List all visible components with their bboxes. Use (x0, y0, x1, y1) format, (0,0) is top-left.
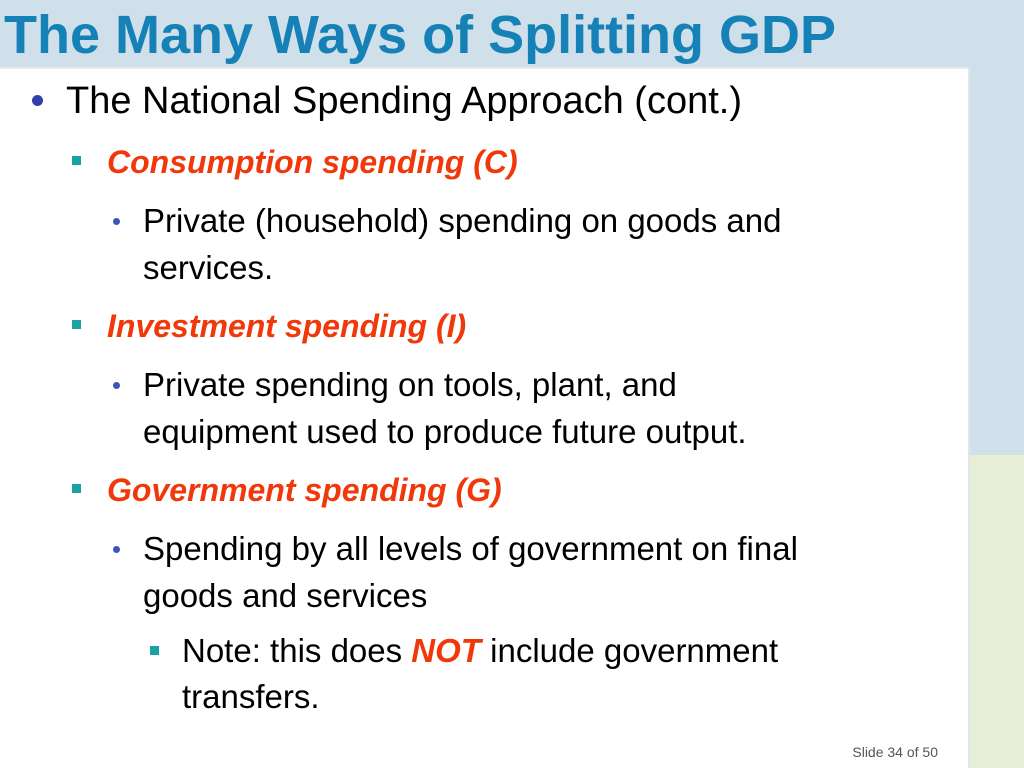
bullet-icon (113, 218, 120, 225)
item-text-line: services. (143, 249, 274, 286)
item-text-line: goods and services (143, 577, 428, 614)
item-label-government: Government spending (G) (107, 472, 502, 508)
note-text-line2: transfers. (182, 678, 320, 715)
bullet-icon (113, 546, 120, 553)
bullet-icon (32, 95, 43, 106)
note-suffix: include government (480, 632, 779, 669)
item-text-line: equipment used to produce future output. (143, 413, 747, 450)
note-text: Note: this does NOT include government (182, 628, 778, 674)
item-text-line: Private spending on tools, plant, and (143, 366, 677, 403)
square-bullet-icon (72, 156, 81, 165)
item-text-line: Private (household) spending on goods an… (143, 202, 782, 239)
slide-title: The Many Ways of Splitting GDP (4, 5, 837, 65)
note-prefix: Note: this does (182, 632, 412, 669)
square-bullet-icon (72, 484, 81, 493)
bullet-icon (113, 382, 120, 389)
item-label-consumption: Consumption spending (C) (107, 144, 518, 180)
item-text-line: Spending by all levels of government on … (143, 530, 798, 567)
square-bullet-icon (72, 320, 81, 329)
slide-number: Slide 34 of 50 (852, 744, 938, 760)
heading-text: The National Spending Approach (cont.) (66, 80, 742, 122)
item-label-investment: Investment spending (I) (107, 308, 467, 344)
note-emphasis: NOT (411, 632, 481, 669)
content-panel (0, 67, 970, 768)
square-bullet-icon (150, 646, 159, 655)
